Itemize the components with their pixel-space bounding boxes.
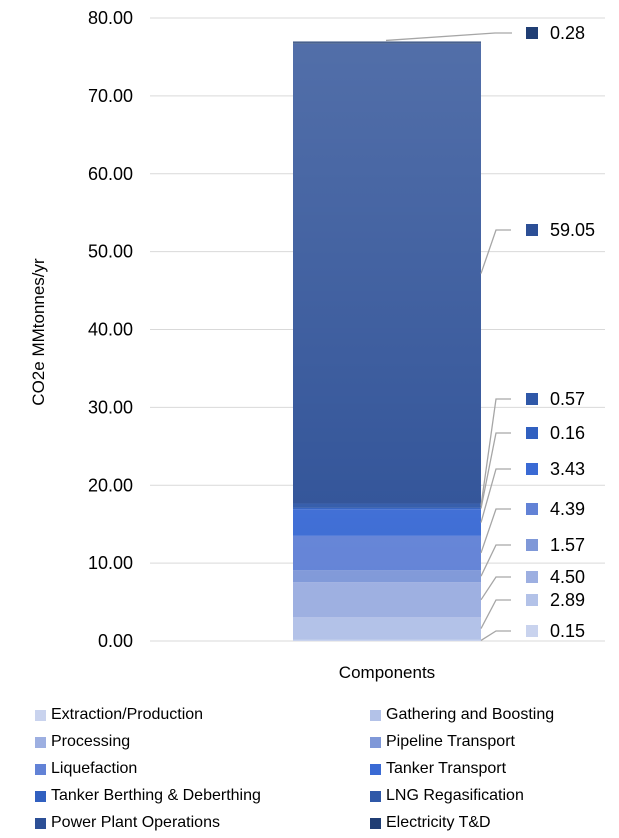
leader-line xyxy=(480,398,511,506)
leader-line xyxy=(480,599,511,629)
leader-line xyxy=(385,32,512,42)
legend-item: Liquefaction xyxy=(35,760,137,778)
data-label: 59.05 xyxy=(550,220,595,240)
leader-line xyxy=(480,468,511,523)
data-label: 2.89 xyxy=(550,590,585,610)
y-axis-tick-labels: 0.00 10.00 20.00 30.00 40.00 50.00 60.00 70.00 8… xyxy=(88,8,133,651)
data-label-key xyxy=(526,27,538,39)
leader-line xyxy=(480,544,511,577)
legend-label: Pipeline Transport xyxy=(386,733,515,750)
y-tick-label: 30.00 xyxy=(88,397,133,417)
data-label-key xyxy=(526,539,538,551)
legend-swatch xyxy=(35,709,46,721)
legend-item: Electricity T&D xyxy=(370,814,491,832)
leader-line xyxy=(480,432,511,509)
y-tick-label: 70.00 xyxy=(88,86,133,106)
leader-line xyxy=(480,630,511,641)
data-label-key xyxy=(526,503,538,515)
legend-label: Electricity T&D xyxy=(386,814,491,831)
legend-swatch xyxy=(35,817,46,829)
data-label: 1.57 xyxy=(550,535,585,555)
stacked-bar xyxy=(293,41,481,642)
legend-swatch xyxy=(370,709,381,721)
leader-line xyxy=(480,508,511,554)
legend-label: Processing xyxy=(51,733,131,750)
legend-label: LNG Regasification xyxy=(386,787,524,804)
y-axis-title: CO2e MMtonnes/yr xyxy=(29,258,48,406)
data-label-key xyxy=(526,463,538,475)
legend-item: Tanker Transport xyxy=(370,760,506,778)
data-labels: 0.15 2.89 4.50 1.57 4.39 3.43 0.16 0.57 59.05 0.2… xyxy=(526,23,595,641)
data-label-key xyxy=(526,393,538,405)
legend-item: Tanker Berthing & Deberthing xyxy=(35,787,261,805)
legend-label: Liquefaction xyxy=(51,760,138,777)
legend-item: Extraction/Production xyxy=(35,706,203,724)
legend-swatch xyxy=(35,790,46,802)
legend-label: Tanker Berthing & Deberthing xyxy=(51,787,261,804)
legend-swatch xyxy=(370,817,381,829)
data-label-key xyxy=(526,594,538,606)
data-label-key xyxy=(526,224,538,236)
legend-label: Tanker Transport xyxy=(386,760,507,777)
data-label-key xyxy=(526,571,538,583)
leader-line xyxy=(480,229,511,274)
legend-label: Extraction/Production xyxy=(51,706,204,723)
y-tick-label: 0.00 xyxy=(98,631,133,651)
leader-line xyxy=(480,576,511,601)
y-tick-label: 80.00 xyxy=(88,8,133,28)
legend-swatch xyxy=(370,763,381,775)
y-tick-label: 20.00 xyxy=(88,475,133,495)
bar-highlight xyxy=(293,41,481,642)
data-label: 3.43 xyxy=(550,459,585,479)
legend-item: Pipeline Transport xyxy=(370,733,515,751)
data-label: 0.16 xyxy=(550,423,585,443)
legend-item: LNG Regasification xyxy=(370,787,524,805)
data-label-key xyxy=(526,427,538,439)
legend-label: Gathering and Boosting xyxy=(386,706,555,723)
legend-item: Power Plant Operations xyxy=(35,814,220,832)
y-tick-label: 10.00 xyxy=(88,553,133,573)
legend-swatch xyxy=(35,736,46,748)
legend-swatch xyxy=(370,790,381,802)
data-label: 0.15 xyxy=(550,621,585,641)
legend-swatch xyxy=(370,736,381,748)
legend-item: Gathering and Boosting xyxy=(370,706,554,724)
legend-item: Processing xyxy=(35,733,130,751)
data-label: 0.28 xyxy=(550,23,585,43)
y-tick-label: 50.00 xyxy=(88,242,133,262)
label-leader-lines xyxy=(385,32,512,641)
legend-swatch xyxy=(35,763,46,775)
legend-label: Power Plant Operations xyxy=(51,814,220,831)
y-tick-label: 60.00 xyxy=(88,164,133,184)
data-label-key xyxy=(526,625,538,637)
legend: Extraction/Production Gathering and Boost… xyxy=(0,700,619,838)
stacked-bar-chart: 0.00 10.00 20.00 30.00 40.00 50.00 60.00 70.00 8… xyxy=(29,8,605,682)
y-tick-label: 40.00 xyxy=(88,320,133,340)
data-label: 0.57 xyxy=(550,389,585,409)
x-axis-title: Components xyxy=(339,663,435,682)
data-label: 4.39 xyxy=(550,499,585,519)
data-label: 4.50 xyxy=(550,567,585,587)
